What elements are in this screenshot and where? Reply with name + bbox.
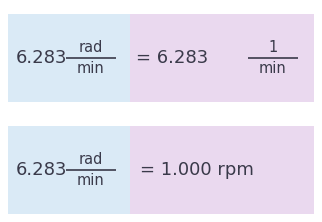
Text: rad: rad [79, 152, 103, 167]
Text: 6.283: 6.283 [16, 161, 68, 179]
FancyBboxPatch shape [8, 126, 130, 214]
FancyBboxPatch shape [130, 126, 314, 214]
Text: = 1.000 rpm: = 1.000 rpm [140, 161, 254, 179]
Text: rad: rad [79, 40, 103, 55]
Text: 1: 1 [268, 40, 278, 55]
Text: 6.283: 6.283 [16, 49, 68, 67]
FancyBboxPatch shape [130, 14, 314, 102]
FancyBboxPatch shape [8, 14, 130, 102]
Text: = 6.283: = 6.283 [136, 49, 208, 67]
Text: min: min [77, 173, 105, 188]
Text: min: min [259, 61, 287, 76]
Text: min: min [77, 61, 105, 76]
